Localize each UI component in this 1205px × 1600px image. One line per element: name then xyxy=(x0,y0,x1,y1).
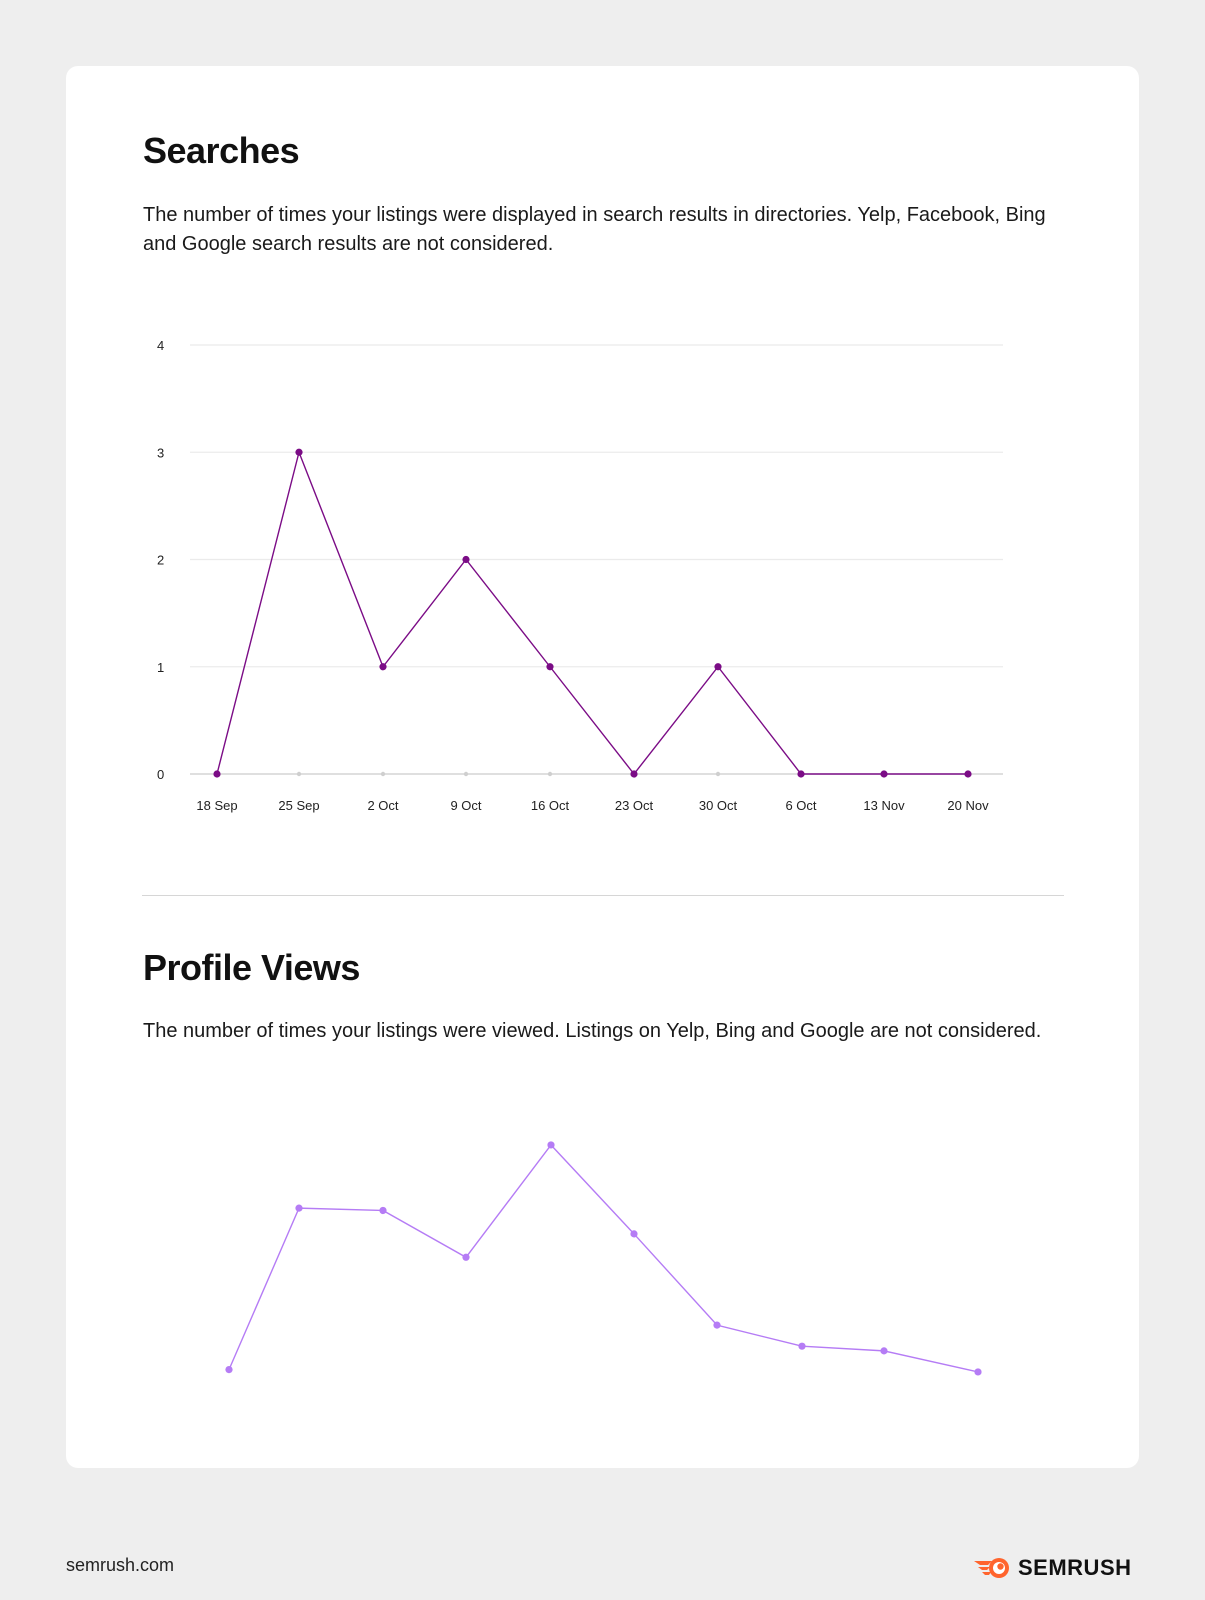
x-tick-label: 2 Oct xyxy=(367,798,398,813)
y-tick-label: 1 xyxy=(157,660,164,675)
data-point[interactable] xyxy=(225,1366,233,1374)
empty-marker xyxy=(715,771,721,777)
x-tick-label: 20 Nov xyxy=(947,798,989,813)
empty-marker xyxy=(380,771,386,777)
x-tick-label: 16 Oct xyxy=(531,798,570,813)
x-tick-label: 6 Oct xyxy=(785,798,816,813)
data-point[interactable] xyxy=(797,770,805,778)
empty-marker xyxy=(296,771,302,777)
searches-series-line xyxy=(216,449,968,776)
semrush-rocket-icon xyxy=(974,1558,1009,1578)
data-point[interactable] xyxy=(964,770,972,778)
data-point[interactable] xyxy=(974,1368,982,1376)
semrush-wordmark: SEMRUSH xyxy=(1018,1555,1132,1580)
y-tick-label: 4 xyxy=(157,338,164,353)
report-card xyxy=(66,66,1139,1468)
data-point[interactable] xyxy=(630,1230,638,1238)
y-tick-label: 3 xyxy=(157,445,164,460)
y-tick-label: 2 xyxy=(157,553,164,568)
data-point[interactable] xyxy=(295,448,303,456)
x-tick-label: 25 Sep xyxy=(278,798,319,813)
data-point[interactable] xyxy=(630,770,638,778)
section-title-profile-views: Profile Views xyxy=(143,947,360,988)
profile-views-series-line xyxy=(228,1143,979,1373)
profile-views-line-chart xyxy=(225,1141,982,1376)
data-point[interactable] xyxy=(295,1204,303,1212)
data-point[interactable] xyxy=(713,1321,721,1329)
empty-marker xyxy=(463,771,469,777)
data-point[interactable] xyxy=(462,555,470,564)
data-point[interactable] xyxy=(462,1253,470,1261)
section-description-searches: The number of times your listings were d… xyxy=(143,204,1046,255)
data-point[interactable] xyxy=(880,770,888,778)
data-point[interactable] xyxy=(798,1342,806,1350)
empty-marker xyxy=(547,771,553,777)
x-tick-label: 13 Nov xyxy=(863,798,905,813)
data-point[interactable] xyxy=(880,1347,888,1355)
y-tick-label: 0 xyxy=(157,767,164,782)
x-tick-label: 23 Oct xyxy=(615,798,654,813)
semrush-logo: SEMRUSH xyxy=(972,1555,1132,1581)
x-tick-label: 18 Sep xyxy=(196,798,237,813)
data-point[interactable] xyxy=(547,1141,555,1149)
section-description-profile-views: The number of times your listings were v… xyxy=(143,1020,1042,1042)
data-point[interactable] xyxy=(546,663,554,671)
section-divider xyxy=(142,895,1064,896)
footer-website-link[interactable]: semrush.com xyxy=(66,1555,175,1575)
data-point[interactable] xyxy=(714,663,722,671)
x-tick-label: 30 Oct xyxy=(699,798,738,813)
searches-line-chart: 0 1 2 3 4 18 Sep 25 Sep 2 Oct 9 Oct 16 Oct 23 Oct 3… xyxy=(157,338,1003,813)
data-point[interactable] xyxy=(213,770,221,778)
data-point[interactable] xyxy=(379,663,387,671)
data-point[interactable] xyxy=(379,1206,387,1215)
section-title-searches: Searches xyxy=(143,130,300,171)
x-tick-label: 9 Oct xyxy=(450,798,481,813)
